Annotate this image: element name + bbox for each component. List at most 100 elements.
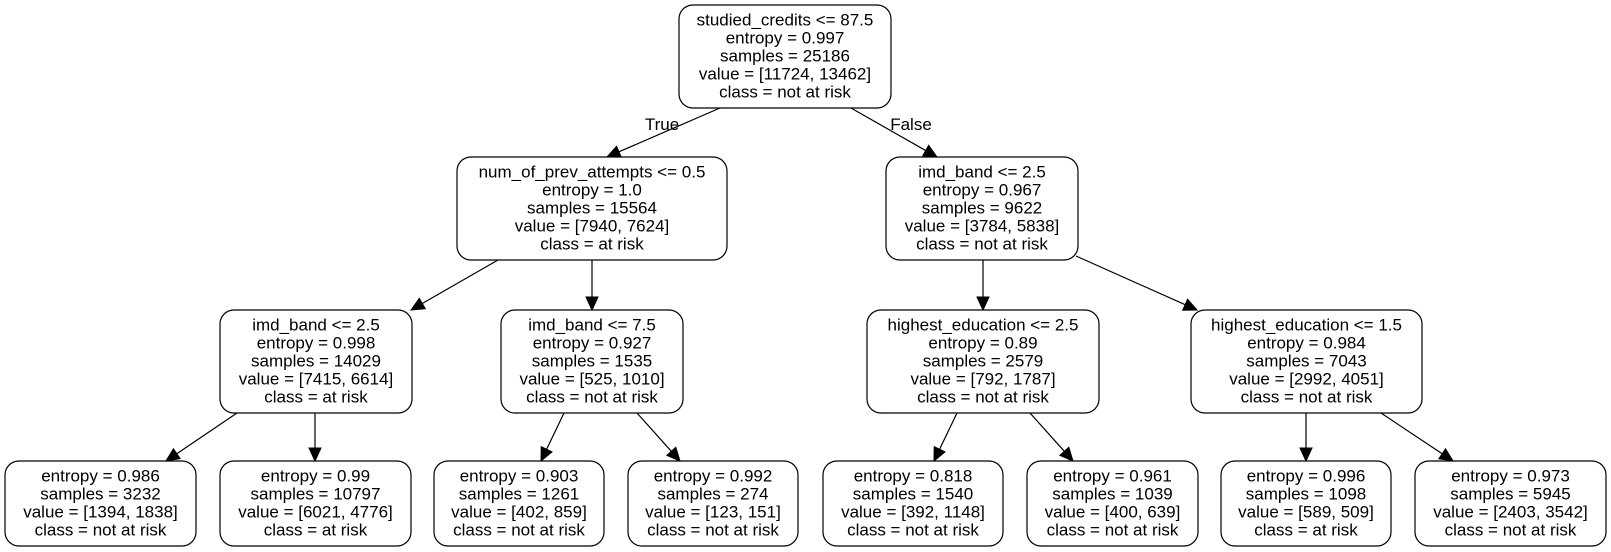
edge-n4-n10 [636,412,681,462]
node-text-line: entropy = 1.0 [542,181,642,200]
arrowhead-icon [585,296,599,312]
node-text-line: class = not at risk [453,521,585,540]
edge-line [636,412,672,452]
node-text-line: value = [3784, 5838] [905,217,1060,236]
node-box [456,156,728,261]
node-text-line: class = not at risk [647,521,779,540]
node-text-line: samples = 14029 [251,352,381,371]
node-text-line: imd_band <= 2.5 [252,316,380,335]
node-box [885,156,1079,261]
edge-line [546,412,565,450]
node-text-line: samples = 2579 [923,352,1044,371]
edge-line [1029,412,1065,452]
arrowhead-icon [1058,446,1074,462]
node-text-line: samples = 1039 [1052,485,1173,504]
node-text-line: class = not at risk [719,83,851,102]
node-text-line: class = at risk [1254,521,1358,540]
node-text-line: value = [525, 1010] [519,370,664,389]
node-text-line: value = [792, 1787] [910,370,1055,389]
edge-line [850,107,927,152]
arrowhead-icon [165,447,181,462]
node-text-line: entropy = 0.992 [654,467,773,486]
edge-line [421,259,499,305]
arrowhead-icon [1438,447,1454,462]
node-text-line: class = at risk [540,235,644,254]
node-text-line: samples = 15564 [527,199,657,218]
node-text-line: num_of_prev_attempts <= 0.5 [479,163,706,182]
node-text-line: value = [7940, 7624] [515,217,670,236]
node-box [433,460,605,547]
arrowhead-icon [605,145,623,158]
arrowhead-icon [921,144,939,158]
node-text-line: samples = 7043 [1246,352,1367,371]
node-text-line: value = [402, 859] [451,503,587,522]
node-text-line: entropy = 0.998 [257,334,376,353]
node-text-line: value = [6021, 4776] [238,503,393,522]
node-box [219,460,412,547]
arrowhead-icon [933,445,946,463]
node-text-line: studied_credits <= 87.5 [697,11,874,30]
node-box [627,460,799,547]
edge-n0-n2 [850,107,939,158]
node-text-line: entropy = 0.997 [726,29,845,48]
arrowhead-icon [1181,298,1199,311]
edge-n5-n12 [1029,412,1074,462]
node-text-line: value = [589, 509] [1238,503,1374,522]
edge-n1-n4 [585,260,599,312]
node-text-line: entropy = 0.903 [460,467,579,486]
node-box [1220,460,1392,547]
node-text-line: imd_band <= 2.5 [918,163,1046,182]
node-text-line: samples = 1261 [459,485,580,504]
arrowhead-icon [540,445,553,463]
edge-label-false: False [890,115,932,134]
node-box [822,460,1004,547]
arrowhead-icon [976,296,990,312]
node-box [1026,460,1199,547]
node-text-line: samples = 10797 [251,485,381,504]
node-text-line: entropy = 0.996 [1247,467,1366,486]
edge-n2-n6 [1075,255,1199,311]
edge-line [176,412,238,455]
node-text-line: entropy = 0.89 [928,334,1037,353]
node-text-line: imd_band <= 7.5 [528,316,656,335]
node-text-line: value = [2992, 4051] [1229,370,1384,389]
node-box [1414,460,1607,547]
node-box [678,4,892,109]
node-text-line: samples = 274 [657,485,768,504]
node-text-line: class = at risk [264,388,368,407]
edge-n1-n3 [409,259,499,311]
node-text-line: class = not at risk [847,521,979,540]
node-text-line: class = not at risk [916,235,1048,254]
node-text-line: value = [123, 151] [645,503,781,522]
node-text-line: samples = 3232 [40,485,161,504]
node-text-line: samples = 1540 [853,485,974,504]
node-text-line: value = [1394, 1838] [23,503,178,522]
node-text-line: value = [11724, 13462] [699,65,871,84]
edge-n3-n8 [308,413,322,463]
edge-label-true: True [645,115,679,134]
arrowhead-icon [409,297,427,311]
edge-n2-n5 [976,260,990,312]
edge-line [1075,255,1186,306]
node-text-line: samples = 1535 [532,352,653,371]
node-text-line: entropy = 0.99 [261,467,370,486]
arrowhead-icon [1299,447,1313,463]
node-box [500,309,684,414]
node-text-line: class = not at risk [35,521,167,540]
node-text-line: value = [400, 639] [1045,503,1181,522]
node-text-line: samples = 5945 [1450,485,1571,504]
node-text-line: class = not at risk [1445,521,1577,540]
edge-n5-n11 [933,412,958,463]
edge-n4-n9 [540,412,565,463]
